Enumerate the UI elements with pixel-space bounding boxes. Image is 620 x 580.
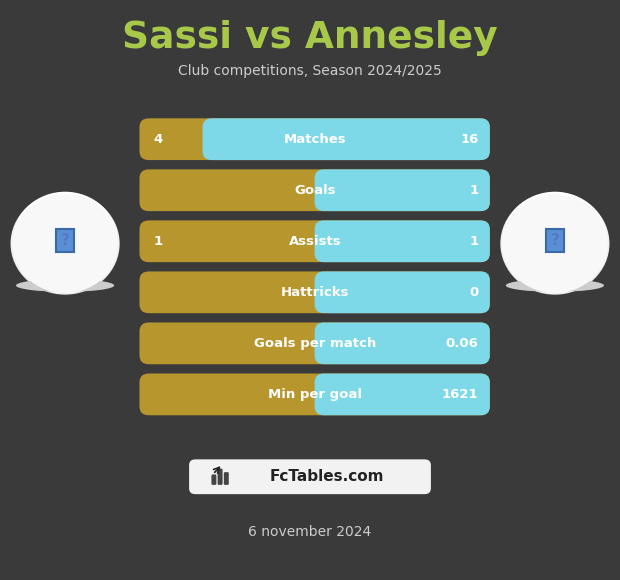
FancyBboxPatch shape bbox=[315, 322, 490, 364]
Text: Goals per match: Goals per match bbox=[254, 337, 376, 350]
Text: Sassi vs Annesley: Sassi vs Annesley bbox=[122, 20, 498, 56]
FancyBboxPatch shape bbox=[140, 220, 490, 262]
Text: 0.06: 0.06 bbox=[446, 337, 479, 350]
Circle shape bbox=[502, 194, 608, 293]
Text: 1: 1 bbox=[153, 235, 162, 248]
Circle shape bbox=[503, 192, 607, 289]
Text: Min per goal: Min per goal bbox=[268, 388, 362, 401]
FancyBboxPatch shape bbox=[140, 271, 490, 313]
Text: 16: 16 bbox=[460, 133, 479, 146]
FancyBboxPatch shape bbox=[315, 271, 490, 313]
Text: 1: 1 bbox=[469, 235, 479, 248]
FancyBboxPatch shape bbox=[224, 472, 229, 485]
FancyBboxPatch shape bbox=[211, 474, 216, 485]
Text: ?: ? bbox=[61, 233, 69, 248]
FancyBboxPatch shape bbox=[315, 374, 490, 415]
Text: 4: 4 bbox=[153, 133, 162, 146]
Text: Club competitions, Season 2024/2025: Club competitions, Season 2024/2025 bbox=[178, 64, 442, 78]
Text: Hattricks: Hattricks bbox=[281, 286, 349, 299]
FancyBboxPatch shape bbox=[140, 374, 490, 415]
Text: FcTables.com: FcTables.com bbox=[270, 469, 384, 484]
FancyBboxPatch shape bbox=[315, 220, 490, 262]
FancyBboxPatch shape bbox=[140, 169, 490, 211]
Text: 1621: 1621 bbox=[442, 388, 479, 401]
FancyBboxPatch shape bbox=[315, 169, 490, 211]
Text: 0: 0 bbox=[469, 286, 479, 299]
FancyBboxPatch shape bbox=[189, 459, 431, 494]
Text: 6 november 2024: 6 november 2024 bbox=[249, 525, 371, 539]
Circle shape bbox=[11, 193, 120, 295]
FancyBboxPatch shape bbox=[140, 322, 490, 364]
FancyBboxPatch shape bbox=[203, 118, 490, 160]
FancyBboxPatch shape bbox=[218, 469, 223, 485]
Circle shape bbox=[500, 193, 609, 295]
Text: Matches: Matches bbox=[283, 133, 347, 146]
Text: Assists: Assists bbox=[289, 235, 341, 248]
Circle shape bbox=[13, 192, 117, 289]
Ellipse shape bbox=[506, 279, 604, 292]
FancyBboxPatch shape bbox=[140, 118, 490, 160]
Text: Goals: Goals bbox=[294, 184, 336, 197]
Text: 1: 1 bbox=[469, 184, 479, 197]
Text: ?: ? bbox=[551, 233, 559, 248]
Ellipse shape bbox=[16, 279, 114, 292]
Circle shape bbox=[12, 194, 118, 293]
